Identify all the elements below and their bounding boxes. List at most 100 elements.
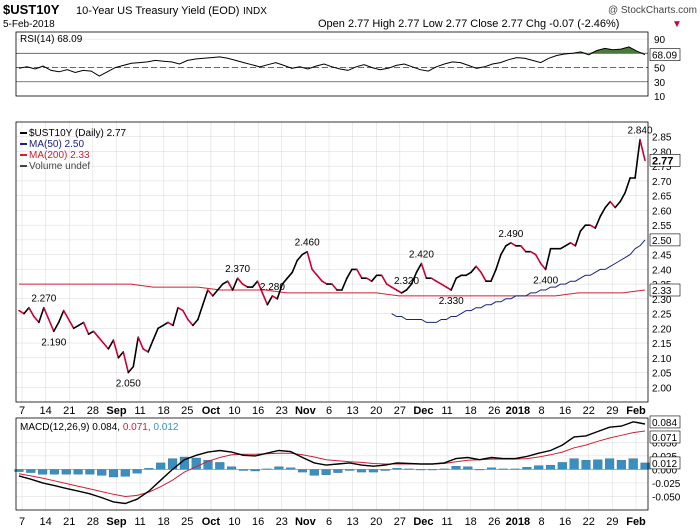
- macd-histogram-bar: [168, 458, 178, 470]
- price-tick-label: 2.65: [652, 192, 672, 203]
- price-x-tick-label: 2018: [506, 405, 530, 417]
- price-segment: [28, 306, 35, 318]
- macd-tick-label: -0.050: [652, 492, 681, 503]
- price-segment: [112, 339, 120, 359]
- price-segment: [276, 283, 284, 300]
- price-x-tick-label: Feb: [626, 405, 646, 417]
- macd-histogram-bar: [61, 469, 71, 475]
- price-segment: [97, 336, 105, 344]
- macd-histogram-bar: [215, 462, 225, 470]
- macd-tick-label: 0.000: [652, 465, 677, 476]
- price-segment: [142, 348, 149, 353]
- price-segment: [390, 286, 398, 291]
- macd-x-tick-label: 26: [488, 516, 500, 528]
- macd-x-tick-label: 14: [39, 516, 51, 528]
- rsi-line: [18, 46, 646, 77]
- price-segment: [286, 271, 294, 280]
- ma200-line: [19, 283, 646, 297]
- macd-tick-label: -0.025: [652, 479, 681, 490]
- price-x-tick-label: 11: [134, 405, 145, 417]
- price-segment: [614, 200, 622, 209]
- rsi-panel-frame: [15, 31, 649, 97]
- price-tick-label: 2.85: [652, 133, 672, 144]
- price-x-tick-label: Nov: [295, 405, 317, 417]
- price-x-tick-label: 27: [394, 405, 406, 417]
- macd-legend: MACD(12,26,9) 0.084, 0.071, 0.012: [20, 422, 179, 433]
- price-segment: [127, 365, 135, 374]
- price-segment: [92, 330, 100, 339]
- price-segment: [311, 268, 318, 277]
- price-segment: [192, 318, 199, 327]
- price-tick-label: 2.75: [652, 162, 672, 173]
- macd-histogram-bar: [26, 469, 36, 473]
- price-segment: [38, 306, 45, 324]
- price-segment: [569, 242, 577, 247]
- price-segment: [266, 295, 274, 306]
- price-segment: [107, 339, 115, 350]
- ma50-last-value-box: [649, 233, 681, 247]
- price-segment: [187, 318, 194, 327]
- macd-histogram-bar: [522, 467, 532, 470]
- price-tick-label: 2.20: [652, 324, 672, 335]
- price-x-tick-label: 8: [538, 405, 544, 417]
- price-segment: [251, 280, 259, 288]
- price-x-tick-label: 20: [370, 405, 382, 417]
- macd-histogram-bar: [49, 469, 59, 475]
- macd-histogram-bar: [97, 469, 107, 476]
- macd-histogram-bar: [534, 465, 544, 470]
- macd-histogram-bar: [545, 464, 556, 470]
- macd-hist-last-value-box: [649, 456, 681, 470]
- macd-x-tick-label: 11: [441, 516, 452, 528]
- macd-x-tick-label: 21: [63, 516, 75, 528]
- price-segment: [301, 250, 309, 256]
- price-segment: [52, 321, 60, 333]
- price-legend-entry: MA(200) 2.33: [29, 150, 90, 161]
- macd-legend-label: MACD(12,26,9): [20, 422, 92, 433]
- price-segment: [455, 274, 463, 280]
- price-tick-label: 2.60: [652, 206, 672, 217]
- price-segment: [346, 268, 353, 280]
- quote-line: Open 2.77 High 2.77 Low 2.77 Close 2.77 …: [318, 18, 619, 30]
- price-segment: [62, 309, 70, 321]
- macd-x-tick-label: 6: [326, 516, 332, 528]
- price-segment: [470, 265, 477, 274]
- price-x-tick-label: 11: [441, 405, 452, 417]
- price-segment: [604, 200, 612, 209]
- macd-histogram-bar: [463, 466, 473, 470]
- price-x-tick-label: 7: [19, 405, 25, 417]
- price-tick-label: 2.00: [652, 383, 672, 394]
- macd-histogram-bar: [85, 469, 95, 475]
- price-segment: [385, 283, 393, 288]
- price-tick-label: 2.55: [652, 221, 672, 232]
- macd-x-tick-label: 2018: [506, 516, 530, 528]
- price-segment: [221, 280, 229, 285]
- price-segment: [72, 324, 80, 330]
- price-segment: [152, 327, 159, 341]
- chart-date: 5-Feb-2018: [3, 19, 55, 30]
- macd-legend-macd: 0.084,: [92, 422, 123, 433]
- rsi-legend: RSI(14) 68.09: [20, 34, 83, 45]
- price-segment: [87, 330, 95, 336]
- macd-histogram-bar: [156, 462, 166, 470]
- price-segment: [321, 280, 328, 285]
- price-segment: [634, 138, 641, 179]
- price-segment: [490, 268, 497, 283]
- price-segment: [236, 277, 244, 285]
- price-tick-label: 2.40: [652, 265, 672, 276]
- macd-histogram-bar: [333, 469, 343, 473]
- price-tick-label: 2.05: [652, 369, 672, 380]
- price-segment: [226, 280, 234, 291]
- price-segment: [162, 321, 169, 327]
- macd-histogram-bar: [132, 469, 142, 474]
- price-x-tick-label: 18: [158, 405, 170, 417]
- macd-histogram-bar: [569, 458, 579, 470]
- price-x-tick-label: 14: [39, 405, 51, 417]
- price-segment: [212, 289, 219, 297]
- rsi-last-value: 68.09: [652, 51, 677, 62]
- price-annotation: 2.270: [31, 294, 56, 305]
- macd-x-tick-label: Oct: [202, 516, 221, 528]
- price-legend-entry: MA(50) 2.50: [29, 139, 84, 150]
- price-segment: [400, 289, 408, 294]
- macd-last-value-box: [649, 415, 681, 429]
- price-segment: [167, 321, 174, 327]
